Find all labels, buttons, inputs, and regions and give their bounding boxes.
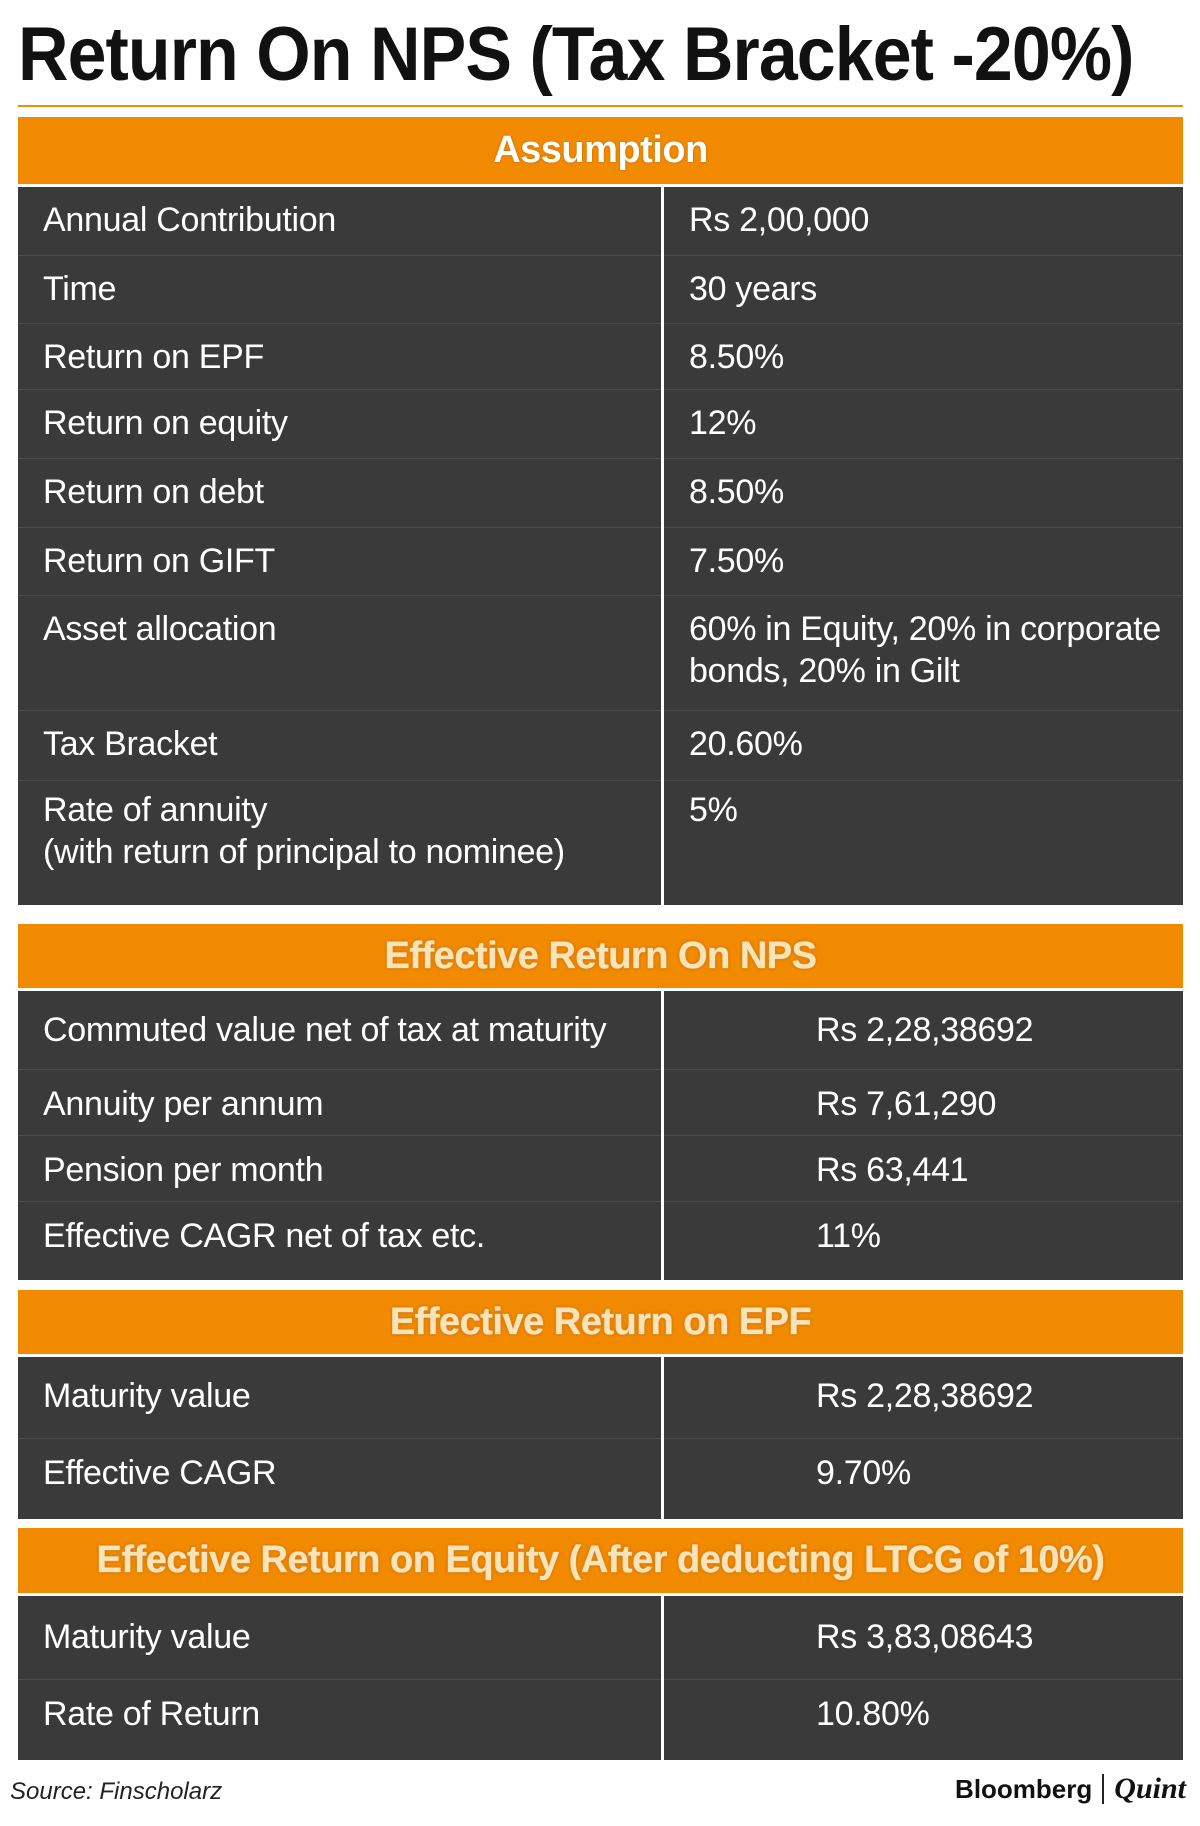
row-label: Rate of Return (43, 1695, 260, 1733)
table-row: Asset allocation 60% in Equity, 20% in co… (18, 596, 1183, 711)
row-value: 11% (816, 1217, 881, 1255)
brand-quint: Quint (1114, 1772, 1186, 1805)
table-row: Effective CAGR net of tax etc. 11% (18, 1202, 1183, 1280)
row-value: Rs 2,28,38692 (816, 1377, 1034, 1415)
row-label: Return on debt (43, 473, 264, 511)
row-label: Maturity value (43, 1377, 251, 1415)
epf-section: Effective Return on EPF Maturity value Rs… (18, 1290, 1183, 1519)
nps-section: Effective Return On NPS Commuted value n… (18, 924, 1183, 1280)
row-value: Rs 2,00,000 (689, 201, 870, 239)
equity-section: Effective Return on Equity (After deduct… (18, 1528, 1183, 1760)
row-label: Effective CAGR (43, 1454, 277, 1492)
row-label: Return on equity (43, 404, 288, 442)
table-row: Return on EPF 8.50% (18, 324, 1183, 390)
row-value: 8.50% (689, 338, 784, 376)
row-value: 10.80% (816, 1695, 930, 1733)
column-divider (661, 991, 664, 1280)
row-value: 60% in Equity, 20% in corporate bonds, 2… (689, 610, 1162, 690)
row-value: 30 years (689, 270, 818, 308)
table-row: Return on debt 8.50% (18, 459, 1183, 528)
row-label: Return on GIFT (43, 542, 275, 580)
table-row: Effective CAGR 9.70% (18, 1439, 1183, 1519)
row-value: 9.70% (816, 1454, 911, 1492)
row-value: 7.50% (689, 542, 784, 580)
row-value: 20.60% (689, 725, 803, 763)
row-label: Return on EPF (43, 338, 264, 376)
row-value: 5% (689, 791, 738, 829)
column-divider (661, 1596, 664, 1760)
brand-bloomberg: Bloomberg (955, 1773, 1093, 1804)
table-row: Tax Bracket 20.60% (18, 711, 1183, 781)
nps-heading: Effective Return On NPS (18, 924, 1183, 988)
table-row: Time 30 years (18, 256, 1183, 324)
row-label: Annual Contribution (43, 201, 336, 239)
table-row: Pension per month Rs 63,441 (18, 1136, 1183, 1202)
page-title: Return On NPS (Tax Bracket -20%) (18, 12, 1134, 97)
row-label: Commuted value net of tax at maturity (43, 1011, 607, 1049)
brand-separator (1102, 1774, 1105, 1804)
row-value: Rs 2,28,38692 (816, 1011, 1034, 1049)
row-label: Rate of annuity (with return of principa… (43, 791, 565, 871)
row-label: Effective CAGR net of tax etc. (43, 1217, 486, 1255)
column-divider (661, 1357, 664, 1519)
table-row: Return on GIFT 7.50% (18, 528, 1183, 596)
row-label: Asset allocation (43, 610, 277, 648)
assumption-heading: Assumption (18, 117, 1183, 184)
equity-heading: Effective Return on Equity (After deduct… (18, 1528, 1183, 1593)
epf-table: Maturity value Rs 2,28,38692 Effective CAG… (18, 1354, 1183, 1519)
brand-logo: Bloomberg Quint (955, 1772, 1186, 1806)
table-row: Annuity per annum Rs 7,61,290 (18, 1070, 1183, 1136)
row-label: Time (43, 270, 117, 308)
table-row: Commuted value net of tax at maturity Rs … (18, 991, 1183, 1070)
table-row: Rate of annuity (with return of principa… (18, 781, 1183, 905)
source-note: Source: Finscholarz (10, 1778, 223, 1805)
assumption-table: Annual Contribution Rs 2,00,000 Time 30 yea… (18, 184, 1183, 905)
table-row: Rate of Return 10.80% (18, 1680, 1183, 1760)
row-label: Maturity value (43, 1618, 251, 1656)
table-row: Return on equity 12% (18, 390, 1183, 459)
row-label: Pension per month (43, 1151, 324, 1189)
table-row: Maturity value Rs 2,28,38692 (18, 1357, 1183, 1439)
row-value: 12% (689, 404, 757, 442)
row-label: Annuity per annum (43, 1085, 324, 1123)
assumption-section: Assumption Annual Contribution Rs 2,00,00… (18, 117, 1183, 905)
row-label: Tax Bracket (43, 725, 218, 763)
column-divider (661, 187, 664, 905)
title-divider (18, 105, 1183, 107)
row-value: Rs 63,441 (816, 1151, 969, 1189)
row-value: Rs 7,61,290 (816, 1085, 997, 1123)
row-value: Rs 3,83,08643 (816, 1618, 1034, 1656)
epf-heading: Effective Return on EPF (18, 1290, 1183, 1354)
table-row: Maturity value Rs 3,83,08643 (18, 1596, 1183, 1680)
nps-table: Commuted value net of tax at maturity Rs … (18, 988, 1183, 1280)
table-row: Annual Contribution Rs 2,00,000 (18, 187, 1183, 256)
equity-table: Maturity value Rs 3,83,08643 Rate of Retur… (18, 1593, 1183, 1760)
row-value: 8.50% (689, 473, 784, 511)
